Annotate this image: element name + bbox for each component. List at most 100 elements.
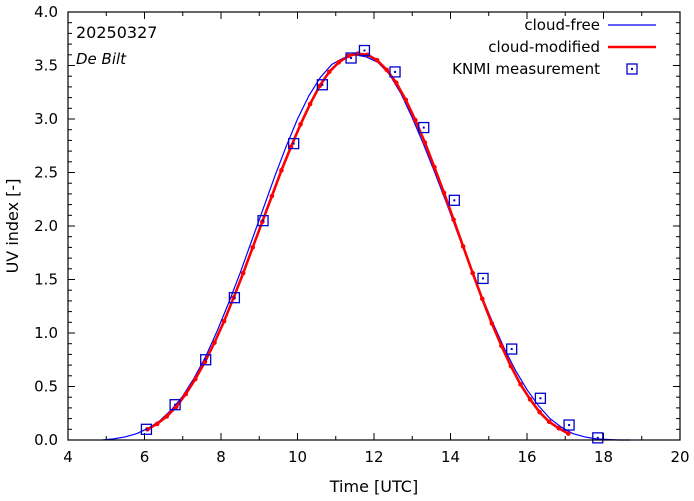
knmi-measurement-marker [140,423,153,435]
plot-series [102,44,631,444]
series-line-cloud-modified [146,52,569,435]
cloud-modified-point [145,427,150,432]
cloud-modified-point [250,245,256,250]
cloud-modified-point [546,419,552,425]
cloud-modified-point [240,270,246,276]
knmi-measurement-marker [534,392,547,404]
y-tick-label: 1.0 [34,324,58,342]
cloud-modified-point [183,391,189,397]
cloud-modified-point [566,431,571,436]
legend-label-cloud-modified: cloud-modified [488,38,600,56]
plot-frame [67,11,681,441]
y-tick-label: 4.0 [34,3,58,21]
cloud-modified-point [317,83,322,89]
x-axis-label: Time [UTC] [329,477,418,496]
knmi-measurement-marker [316,79,329,91]
cloud-modified-point [422,140,428,145]
station-annotation: De Bilt [76,50,127,68]
x-tick-label: 14 [441,448,460,466]
y-tick-label: 0.5 [34,378,58,396]
cloud-modified-point [451,217,456,222]
knmi-measurement-center [292,142,295,145]
knmi-measurement-center [174,403,177,406]
knmi-measurement-center [204,358,207,361]
cloud-modified-point [346,53,351,59]
date-annotation: 20250327 [76,23,157,42]
cloud-modified-point [556,425,562,431]
knmi-measurement-marker [288,137,300,150]
knmi-measurement-center [453,199,456,202]
cloud-modified-point [537,409,542,415]
knmi-measurement-center [539,397,542,400]
cloud-modified-point [374,57,380,63]
knmi-measurement-marker [506,343,518,355]
knmi-measurement-center [394,70,397,73]
cloud-modified-point [326,69,332,75]
x-tick-label: 16 [517,448,536,466]
x-tick-label: 12 [364,448,383,466]
cloud-modified-point [221,318,227,324]
cloud-modified-point [298,122,303,127]
cloud-modified-point [413,117,418,123]
legend-label-cloud-free: cloud-free [524,16,600,34]
y-tick-label: 0.0 [34,431,58,449]
cloud-modified-point [269,193,275,199]
cloud-modified-point [403,97,409,103]
knmi-measurement-marker [358,44,371,57]
cloud-modified-point [527,397,533,402]
y-tick-label: 2.5 [34,164,58,182]
y-axis-label: UV index [-] [3,179,22,274]
cloud-modified-point [154,421,160,427]
knmi-measurement-marker [169,399,181,411]
knmi-measurement-marker [592,432,604,444]
cloud-modified-point [460,244,466,249]
knmi-measurement-center [321,83,324,86]
series-line-cloud-free [102,54,631,441]
x-tick-label: 10 [288,448,307,466]
knmi-measurement-center [568,424,571,427]
knmi-measurement-center [350,57,353,60]
knmi-measurement-center [145,428,148,431]
cloud-modified-point [336,59,342,65]
knmi-measurement-marker [448,194,460,206]
cloud-modified-point [164,414,169,419]
x-tick-label: 8 [216,448,226,466]
cloud-modified-point [432,164,437,170]
cloud-modified-point [307,101,313,107]
y-tick-label: 3.5 [34,57,58,75]
knmi-measurement-marker [228,292,241,304]
knmi-measurement-center [596,436,599,439]
cloud-modified-point [384,67,389,73]
cloud-modified-point [279,168,284,173]
cloud-modified-point [393,80,399,85]
cloud-modified-point [441,190,447,196]
x-tick-label: 4 [63,448,73,466]
cloud-modified-point [508,363,514,369]
legend: cloud-free cloud-modified KNMI measureme… [452,16,656,78]
x-tick-label: 20 [670,448,689,466]
knmi-measurement-marker [389,66,401,78]
knmi-measurement-marker [200,354,212,366]
knmi-measurement-center [422,126,425,129]
knmi-measurement-marker [563,419,575,431]
cloud-modified-point [212,340,217,345]
cloud-modified-point [193,376,198,382]
knmi-measurement-center [262,219,265,222]
cloud-modified-point [518,382,523,387]
axis-ticks: 4 6 8 10 12 14 16 18 20 0.0 0.5 1.0 1.5 2.0 2.5 3.0 3.5 4… [34,3,689,466]
knmi-measurement-marker [477,272,489,285]
knmi-measurement-center [482,277,485,280]
x-tick-label: 18 [594,448,613,466]
y-tick-label: 2.0 [34,217,58,235]
knmi-measurement-marker [418,121,430,134]
cloud-modified-point [470,270,475,276]
knmi-measurement-marker [345,52,357,64]
knmi-measurement-center [510,348,513,351]
y-tick-label: 1.5 [34,271,58,289]
cloud-modified-point [499,343,504,349]
knmi-measurement-center [233,296,236,299]
knmi-measurement-center [363,49,366,52]
x-tick-label: 6 [140,448,150,466]
cloud-modified-point [489,321,495,326]
